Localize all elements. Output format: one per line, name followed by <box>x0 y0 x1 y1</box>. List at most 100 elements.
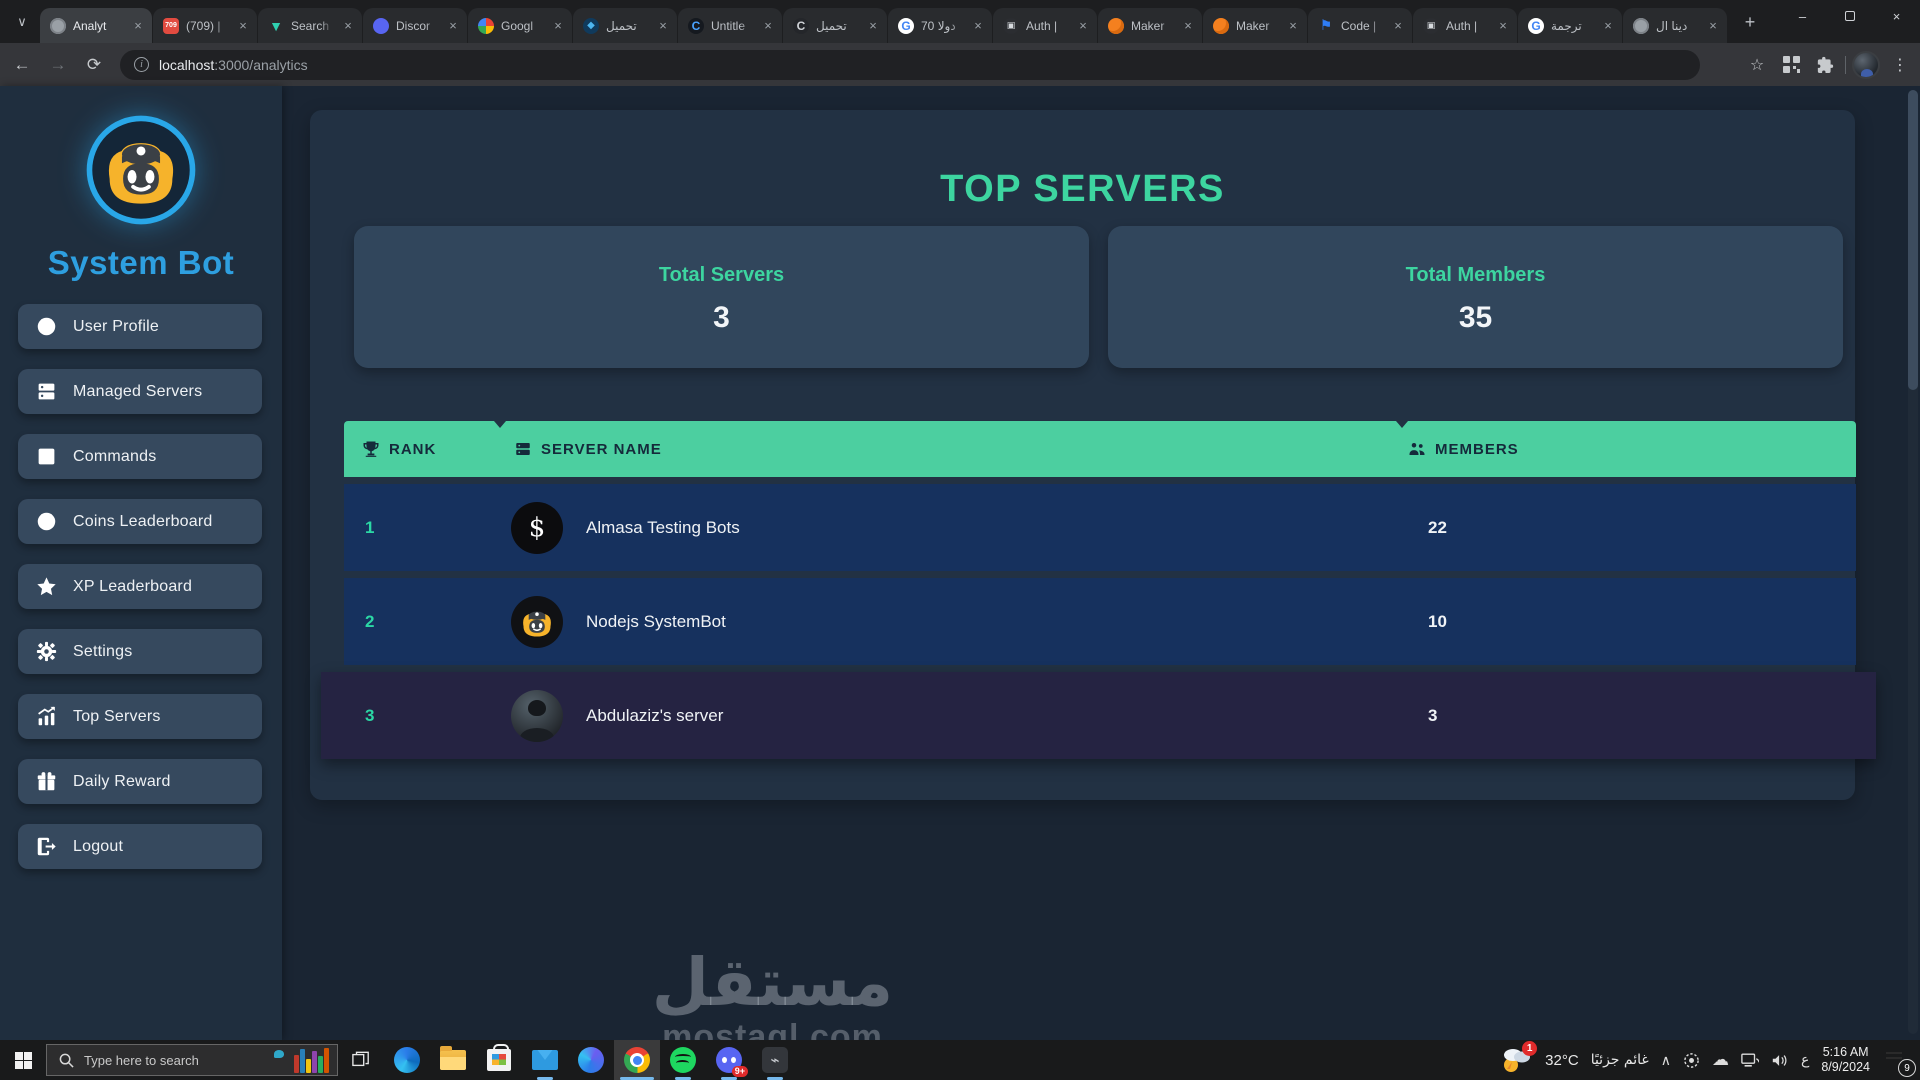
tab-close-icon[interactable]: × <box>239 17 247 33</box>
language-indicator[interactable]: ع <box>1800 1052 1810 1068</box>
tab-auth-2[interactable]: ▣ Auth | × <box>1413 8 1517 43</box>
tab-label: تحميل <box>816 18 847 33</box>
sidebar-item-coins-leaderboard[interactable]: Coins Leaderboard <box>18 499 262 544</box>
tab-dinah[interactable]: دينا ال × <box>1623 8 1727 43</box>
hidden-icons-chevron[interactable]: ∧ <box>1660 1051 1671 1068</box>
taskbar-app-spotify[interactable] <box>660 1040 706 1080</box>
taskbar-app-mail[interactable] <box>522 1040 568 1080</box>
onedrive-cloud-icon[interactable]: ☁ <box>1711 1050 1729 1070</box>
sidebar-item-managed-servers[interactable]: Managed Servers <box>18 369 262 414</box>
tab-maker-2[interactable]: Maker × <box>1203 8 1307 43</box>
sidebar-item-top-servers[interactable]: Top Servers <box>18 694 262 739</box>
tab-download-2[interactable]: C تحميل × <box>783 8 887 43</box>
volume-icon[interactable] <box>1771 1053 1789 1068</box>
tab-close-icon[interactable]: × <box>449 17 457 33</box>
taskbar-app-store[interactable] <box>476 1040 522 1080</box>
tab-label: دينا ال <box>1656 18 1688 33</box>
weather-condition[interactable]: غائم جزئيًا <box>1590 1052 1649 1068</box>
sidebar-item-xp-leaderboard[interactable]: XP Leaderboard <box>18 564 262 609</box>
tab-google[interactable]: Googl × <box>468 8 572 43</box>
url-host: localhost <box>159 56 215 73</box>
site-info-icon[interactable]: i <box>134 57 149 72</box>
scrollbar-thumb[interactable] <box>1908 90 1918 390</box>
sidebar-item-settings[interactable]: Settings <box>18 629 262 674</box>
tab-close-icon[interactable]: × <box>1394 17 1402 33</box>
c-blue-favicon: C <box>688 17 704 34</box>
tab-close-icon[interactable]: × <box>659 17 667 33</box>
tab-auth-1[interactable]: ▣ Auth | × <box>993 8 1097 43</box>
taskbar-search-box[interactable]: Type here to search <box>46 1044 338 1076</box>
close-window-button[interactable]: × <box>1892 8 1901 24</box>
minimize-button[interactable]: – <box>1798 8 1807 24</box>
network-icon[interactable] <box>1741 1053 1759 1068</box>
logout-icon <box>37 837 56 856</box>
user-circle-icon <box>37 317 56 336</box>
sidebar-item-label: Commands <box>73 447 157 465</box>
reload-button[interactable]: ⟳ <box>86 54 102 74</box>
tab-close-icon[interactable]: × <box>1289 17 1297 33</box>
tab-search[interactable]: ▼ Search × <box>258 8 362 43</box>
tab-discord[interactable]: Discor × <box>363 8 467 43</box>
tab-close-icon[interactable]: × <box>1184 17 1192 33</box>
tab-analytics[interactable]: Analyt × <box>40 8 152 43</box>
forward-button[interactable]: → <box>49 54 67 74</box>
tab-709[interactable]: 709 (709) | × <box>153 8 257 43</box>
tab-close-icon[interactable]: × <box>554 17 562 33</box>
bookmark-star-icon[interactable]: ☆ <box>1749 56 1765 74</box>
tab-close-icon[interactable]: × <box>974 17 982 33</box>
qr-glyph <box>1782 56 1800 73</box>
maximize-button[interactable] <box>1826 0 1873 32</box>
tab-translate[interactable]: G ترجمة × <box>1518 8 1622 43</box>
rank-cell: 2 <box>365 611 375 631</box>
tab-close-icon[interactable]: × <box>1079 17 1087 33</box>
tab-label: (709) | <box>186 18 221 33</box>
action-center-button[interactable]: 9 <box>1882 1047 1916 1077</box>
temperature[interactable]: 32°C <box>1545 1051 1579 1069</box>
taskbar-app-edge[interactable] <box>384 1040 430 1080</box>
column-header-members[interactable]: MEMBERS <box>1402 440 1856 458</box>
menu-dots-icon[interactable]: ⋮ <box>1892 56 1908 74</box>
clock[interactable]: 5:16 AM 8/9/2024 <box>1821 1045 1870 1075</box>
tab-code[interactable]: ⚑ Code | × <box>1308 8 1412 43</box>
tab-close-icon[interactable]: × <box>764 17 772 33</box>
star-icon <box>37 577 56 596</box>
taskbar-app-file-explorer[interactable] <box>430 1040 476 1080</box>
taskbar-app-discord[interactable]: 9+ <box>706 1040 752 1080</box>
column-header-server-name[interactable]: SERVER NAME <box>500 440 1402 458</box>
tab-dollars[interactable]: G 70 دولا × <box>888 8 992 43</box>
tab-download-1[interactable]: ◆ تحميل × <box>573 8 677 43</box>
tab-close-icon[interactable]: × <box>1604 17 1612 33</box>
tab-maker-1[interactable]: Maker × <box>1098 8 1202 43</box>
sidebar-item-commands[interactable]: Commands <box>18 434 262 479</box>
tab-close-icon[interactable]: × <box>869 17 877 33</box>
sidebar-item-daily-reward[interactable]: Daily Reward <box>18 759 262 804</box>
profile-avatar[interactable] <box>1852 50 1880 79</box>
taskbar-app-edge-dev[interactable] <box>568 1040 614 1080</box>
meet-now-icon[interactable] <box>1683 1052 1700 1069</box>
page-scrollbar[interactable] <box>1908 90 1918 1034</box>
tab-search-chevron-icon[interactable]: ∨ <box>17 14 27 29</box>
qr-code-icon[interactable] <box>1777 51 1805 79</box>
column-header-rank[interactable]: RANK <box>344 440 500 458</box>
tab-close-icon[interactable]: × <box>344 17 352 33</box>
system-bot-logo <box>86 115 196 225</box>
tab-close-icon[interactable]: × <box>134 17 142 33</box>
address-bar[interactable]: i localhost:3000/analytics <box>120 49 1700 80</box>
back-button[interactable]: ← <box>13 54 31 74</box>
sidebar-item-logout[interactable]: Logout <box>18 824 262 869</box>
gift-icon <box>37 772 56 791</box>
tab-untitled[interactable]: C Untitle × <box>678 8 782 43</box>
sidebar: System Bot User Profile Managed Servers … <box>0 86 282 1040</box>
tab-close-icon[interactable]: × <box>1709 17 1717 33</box>
extensions-puzzle-icon[interactable] <box>1811 51 1839 79</box>
start-button[interactable] <box>0 1040 46 1080</box>
table-row-2: 2 <box>344 578 1856 665</box>
taskbar-app-dark[interactable]: ⌁ <box>752 1040 798 1080</box>
sidebar-item-user-profile[interactable]: User Profile <box>18 304 262 349</box>
taskbar-app-chrome[interactable] <box>614 1040 660 1080</box>
task-view-button[interactable] <box>338 1040 384 1080</box>
sidebar-item-label: Daily Reward <box>73 772 171 790</box>
new-tab-button[interactable]: + <box>1744 11 1756 32</box>
tab-close-icon[interactable]: × <box>1499 17 1507 33</box>
weather-widget[interactable]: 1 <box>1499 1041 1538 1075</box>
